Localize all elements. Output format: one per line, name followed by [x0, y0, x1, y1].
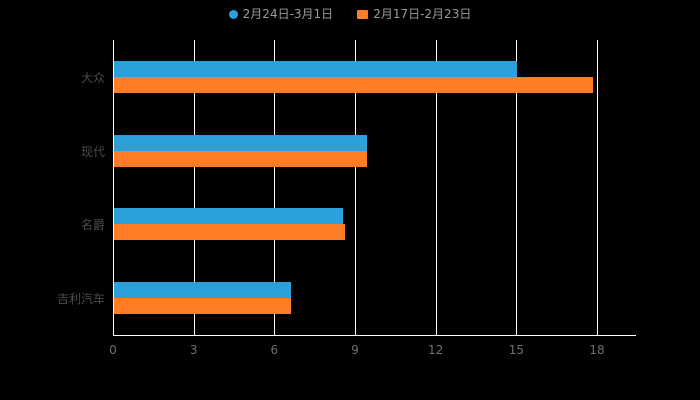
bar-现代-series1[interactable]: [114, 150, 367, 167]
x-tick-label: 15: [508, 343, 524, 357]
y-axis-line: [113, 40, 114, 336]
gridline: [274, 40, 276, 335]
gridline: [597, 40, 598, 335]
x-axis-line: [113, 335, 636, 336]
x-tick-label: 0: [109, 343, 117, 357]
bar-名爵-series1[interactable]: [114, 224, 346, 241]
category-label: 现代: [80, 144, 105, 159]
chart-legend: 2月24日-3月1日 2月17日-2月23日: [0, 6, 700, 22]
legend-item-1[interactable]: 2月17日-2月23日: [357, 6, 471, 22]
gridline: [193, 40, 195, 335]
bar-吉利汽车-series0[interactable]: [114, 282, 292, 299]
bar-名爵-series0[interactable]: [114, 208, 343, 225]
legend-label: 2月24日-3月1日: [242, 7, 334, 21]
gridline: [516, 40, 518, 335]
bar-现代-series0[interactable]: [114, 134, 367, 151]
category-label: 大众: [80, 70, 105, 85]
legend-marker-icon: [228, 9, 238, 19]
category-label: 名爵: [80, 218, 105, 233]
bar-吉利汽车-series1[interactable]: [114, 298, 292, 315]
bar-大众-series1[interactable]: [114, 76, 593, 93]
legend-item-0[interactable]: 2月24日-3月1日: [228, 6, 334, 22]
gridline: [435, 40, 437, 335]
x-tick-label: 9: [351, 343, 359, 357]
category-label: 吉利汽车: [56, 292, 105, 307]
x-tick-label: 6: [270, 343, 279, 357]
gridline: [355, 40, 356, 335]
x-tick-label: 3: [189, 343, 198, 357]
bar-大众-series0[interactable]: [114, 60, 518, 77]
x-tick-label: 12: [428, 343, 444, 357]
x-tick-label: 18: [589, 343, 605, 357]
legend-label: 2月17日-2月23日: [373, 7, 472, 21]
legend-marker-icon: [357, 9, 369, 19]
